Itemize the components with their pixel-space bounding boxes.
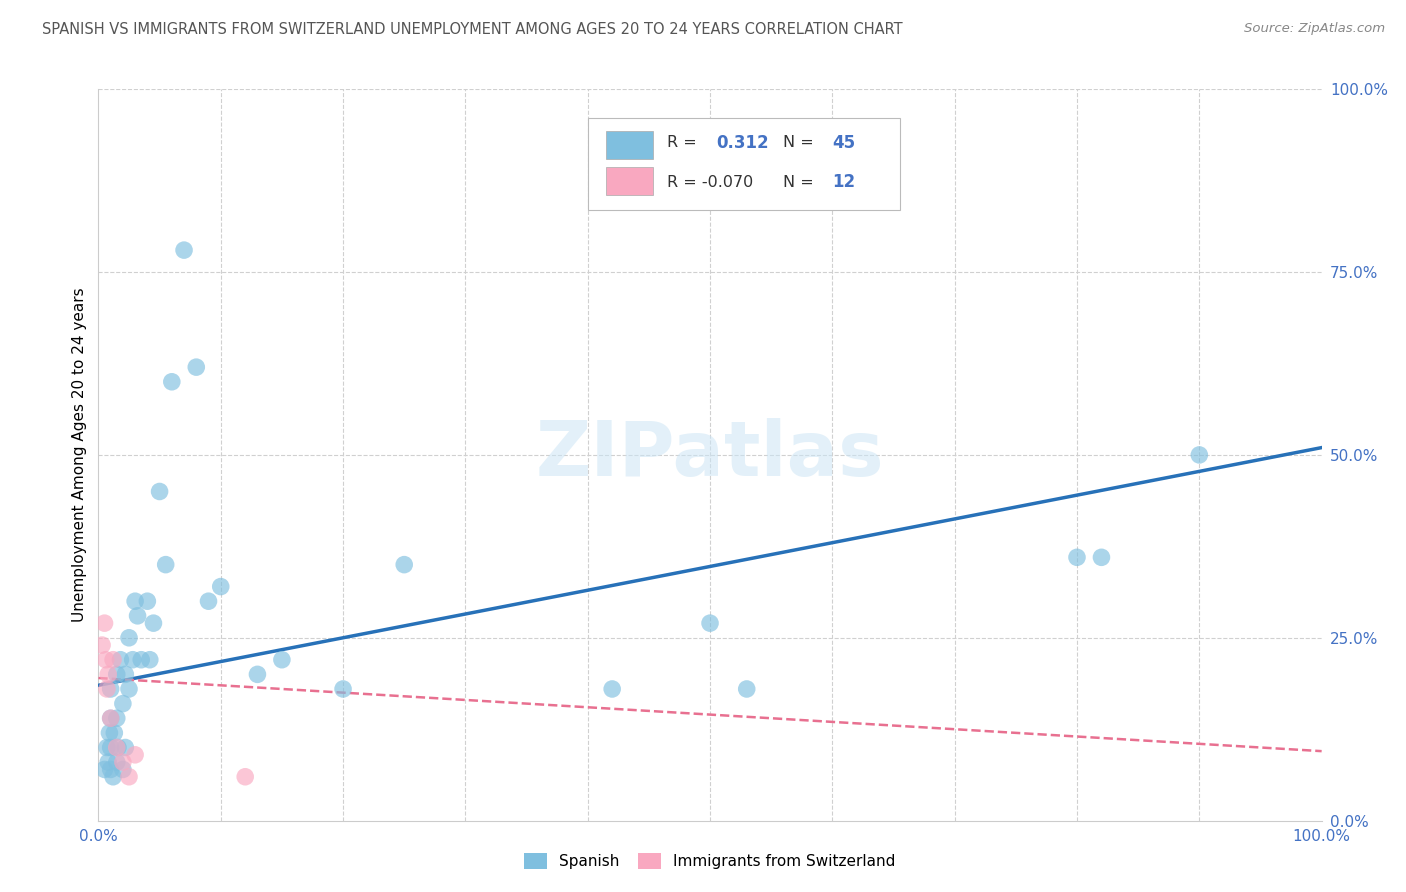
Point (100, 711, 122, 725)
Point (105, 755, 128, 769)
Point (246, 667, 269, 681)
Point (392, 558, 416, 572)
Point (600, 681, 623, 696)
Text: SPANISH VS IMMIGRANTS FROM SWITZERLAND UNEMPLOYMENT AMONG AGES 20 TO 24 YEARS CO: SPANISH VS IMMIGRANTS FROM SWITZERLAND U… (42, 22, 903, 37)
Point (94, 653, 117, 667)
Point (121, 653, 143, 667)
Text: Source: ZipAtlas.com: Source: ZipAtlas.com (1244, 22, 1385, 36)
Point (118, 681, 141, 696)
Point (699, 616, 721, 631)
Point (97, 667, 120, 681)
Text: 45: 45 (832, 134, 855, 152)
Point (100, 711, 122, 725)
Point (103, 726, 125, 740)
Point (110, 653, 132, 667)
Text: N =: N = (783, 135, 820, 150)
Point (332, 681, 354, 696)
Point (101, 653, 124, 667)
Text: 0.312: 0.312 (716, 134, 769, 152)
Point (209, 580, 232, 594)
Point (105, 740, 128, 755)
Point (97, 755, 120, 769)
Text: N =: N = (783, 175, 820, 190)
Point (100, 763, 122, 777)
Point (105, 667, 128, 681)
Point (114, 740, 136, 755)
Point (98, 726, 121, 740)
Y-axis label: Unemployment Among Ages 20 to 24 years: Unemployment Among Ages 20 to 24 years (72, 287, 87, 623)
Point (93, 763, 115, 777)
Point (160, 375, 183, 389)
Bar (606, 131, 652, 159)
Text: R =: R = (668, 135, 702, 150)
Point (129, 653, 152, 667)
Point (270, 653, 294, 667)
Point (118, 631, 141, 645)
Point (1066, 550, 1088, 565)
Point (1090, 550, 1112, 565)
Text: 12: 12 (832, 173, 855, 191)
Point (142, 616, 165, 631)
Bar (606, 168, 652, 195)
Point (735, 681, 758, 696)
Point (114, 667, 136, 681)
Point (101, 770, 124, 784)
Point (136, 594, 159, 608)
Point (118, 770, 141, 784)
Point (149, 484, 172, 499)
Text: ZIPatlas: ZIPatlas (536, 418, 884, 491)
Point (111, 763, 134, 777)
Point (107, 740, 129, 755)
Point (197, 594, 219, 608)
Point (233, 770, 256, 784)
Point (111, 755, 134, 769)
Point (186, 360, 208, 375)
Point (91, 638, 114, 652)
Point (124, 747, 146, 762)
Point (1188, 448, 1211, 462)
Point (111, 697, 134, 711)
Point (93, 616, 115, 631)
Point (100, 681, 122, 696)
Text: R = -0.070: R = -0.070 (668, 175, 754, 190)
Point (96, 740, 118, 755)
FancyBboxPatch shape (588, 119, 900, 210)
Legend: Spanish, Immigrants from Switzerland: Spanish, Immigrants from Switzerland (519, 847, 901, 875)
Point (96, 681, 118, 696)
Point (100, 740, 122, 755)
Point (127, 608, 149, 623)
Point (155, 558, 177, 572)
Point (139, 653, 162, 667)
Point (105, 711, 128, 725)
Point (124, 594, 146, 608)
Point (173, 243, 195, 257)
